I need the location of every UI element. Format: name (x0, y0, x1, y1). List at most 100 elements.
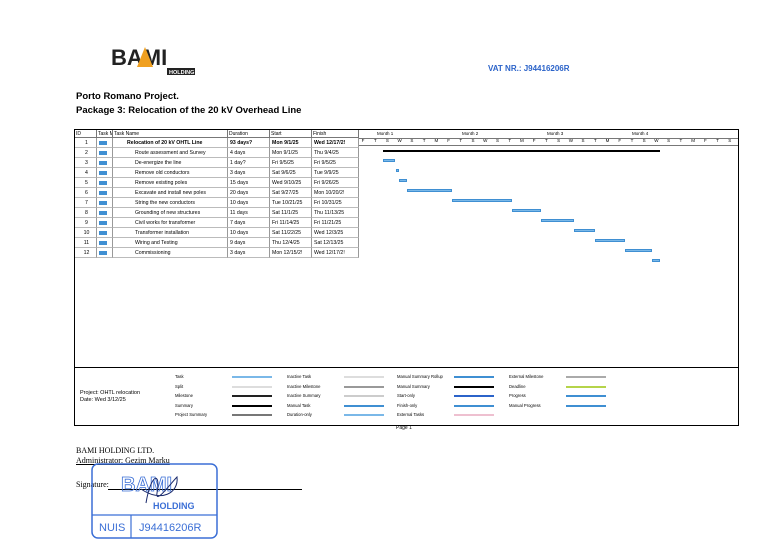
day-label: T (508, 138, 512, 143)
task-bar (452, 199, 512, 202)
legend-label: Progress (509, 393, 526, 398)
cell-duration: 10 days (228, 198, 270, 208)
cell-start: Mon 9/1/25 (270, 138, 312, 148)
table-row: 7 String the new conductors 10 days Tue 10/… (75, 198, 359, 208)
cell-start: Fri 11/14/25 (270, 218, 312, 228)
cell-start: Tue 10/21/25 (270, 198, 312, 208)
task-mode-icon (97, 168, 113, 178)
cell-duration: 93 days? (228, 138, 270, 148)
table-row: 9 Civil works for transformer 7 days Fri 11… (75, 218, 359, 228)
day-label: T (593, 138, 597, 143)
timescale-divider (359, 145, 738, 146)
legend-label: Manual Summary Rollup (397, 374, 443, 379)
legend-label: Deadline (509, 383, 526, 389)
cell-finish: Thu 11/13/25 (312, 208, 359, 218)
cell-start: Mon 12/15/2! (270, 248, 312, 258)
cell-start: Wed 9/10/25 (270, 178, 312, 188)
cell-id: 5 (75, 178, 97, 188)
legend-label: Split (175, 383, 184, 389)
cell-duration: 1 day? (228, 158, 270, 168)
cell-finish: Fri 10/31/25 (312, 198, 359, 208)
month-label: Month 1 (377, 131, 394, 136)
col-name-header: Task Name (113, 130, 228, 138)
legend-symbol (454, 376, 494, 378)
cell-name: Commissioning (113, 248, 228, 258)
cell-id: 4 (75, 168, 97, 178)
table-row: 2 Route assessment and Survey 4 days Mon 9/… (75, 148, 359, 158)
task-bar (511, 209, 542, 212)
cell-name: Remove existing poles (113, 178, 228, 188)
legend-symbol (566, 395, 606, 397)
day-label: S (410, 138, 414, 143)
signature-line (108, 489, 302, 490)
table-row: 6 Excavate and install new poles 20 days Sa… (75, 188, 359, 198)
legend-label: Inactive Summary (287, 393, 321, 398)
day-label: S (581, 138, 585, 143)
day-label: F (447, 138, 450, 143)
col-id-header: ID (75, 130, 97, 138)
cell-finish: Wed 12/3/25 (312, 228, 359, 238)
legend-symbol (454, 385, 494, 388)
legend-label: Manual Progress (509, 402, 541, 408)
legend-symbol (454, 395, 494, 397)
legend-symbol (344, 395, 384, 397)
cell-duration: 3 days (228, 248, 270, 258)
gantt-chart: Month 1 Month 2 Month 3 Month 4 F T S W S T M F T S W… (359, 130, 738, 262)
month-label: Month 4 (632, 131, 649, 136)
cell-name: String the new conductors (113, 198, 228, 208)
table-row: 10 Transformer installation 10 days Sat 11/… (75, 228, 359, 238)
task-bar (398, 179, 408, 182)
day-label: F (532, 138, 536, 143)
task-bar (624, 249, 652, 252)
stamp-holding: HOLDING (153, 501, 195, 511)
cell-id: 10 (75, 228, 97, 238)
day-label: F (618, 138, 622, 143)
table-row: 8 Grounding of new structures 11 days Sat 1… (75, 208, 359, 218)
cell-id: 3 (75, 158, 97, 168)
cell-finish: Wed 12/17/2! (312, 248, 359, 258)
task-mode-icon (97, 228, 113, 238)
task-bar (574, 229, 596, 232)
cell-start: Sat 9/6/25 (270, 168, 312, 178)
task-mode-icon (97, 208, 113, 218)
cell-name: Remove old conductors (113, 168, 228, 178)
cell-name: Grounding of new structures (113, 208, 228, 218)
project-title: Porto Romano Project. (76, 91, 179, 102)
table-row: 5 Remove existing poles 15 days Wed 9/10/25… (75, 178, 359, 188)
legend-symbol (566, 385, 606, 388)
task-mode-icon (97, 138, 113, 148)
cell-name: De-energize the line (113, 158, 228, 168)
legend-symbol (566, 404, 606, 407)
project-info: Project: OHTL relocation Date: Wed 3/12/… (80, 390, 140, 404)
day-label: M (434, 138, 439, 143)
legend-symbol (232, 385, 272, 388)
legend-label: Inactive Milestone (287, 383, 321, 389)
cell-start: Fri 9/5/25 (270, 158, 312, 168)
col-duration-header: Duration (228, 130, 270, 138)
cell-finish: Fri 9/5/25 (312, 158, 359, 168)
legend-label: Finish-only (397, 402, 418, 408)
task-mode-icon (97, 158, 113, 168)
administrator: Administrator: Gezim Marku (76, 456, 170, 465)
legend-symbol (232, 376, 272, 378)
legend-label: Inactive Task (287, 374, 312, 379)
cell-finish: Sat 12/13/25 (312, 238, 359, 248)
month-label: Month 2 (462, 131, 479, 136)
cell-name: Transformer installation (113, 228, 228, 238)
task-mode-icon (97, 188, 113, 198)
cell-id: 2 (75, 148, 97, 158)
cell-id: 1 (75, 138, 97, 148)
cell-duration: 11 days (228, 208, 270, 218)
table-row: 12 Commissioning 3 days Mon 12/15/2! Wed 12/… (75, 248, 359, 258)
day-label: M (605, 138, 610, 143)
legend-symbol (232, 414, 272, 416)
cell-duration: 7 days (228, 218, 270, 228)
day-label: M (691, 138, 695, 143)
cell-duration: 15 days (228, 178, 270, 188)
cell-id: 12 (75, 248, 97, 258)
cell-finish: Tue 9/9/25 (312, 168, 359, 178)
day-label: W (568, 138, 573, 143)
stamp-nuis: J94416206R (139, 522, 201, 534)
signature-scribble (140, 475, 178, 504)
legend-symbol (232, 395, 272, 397)
